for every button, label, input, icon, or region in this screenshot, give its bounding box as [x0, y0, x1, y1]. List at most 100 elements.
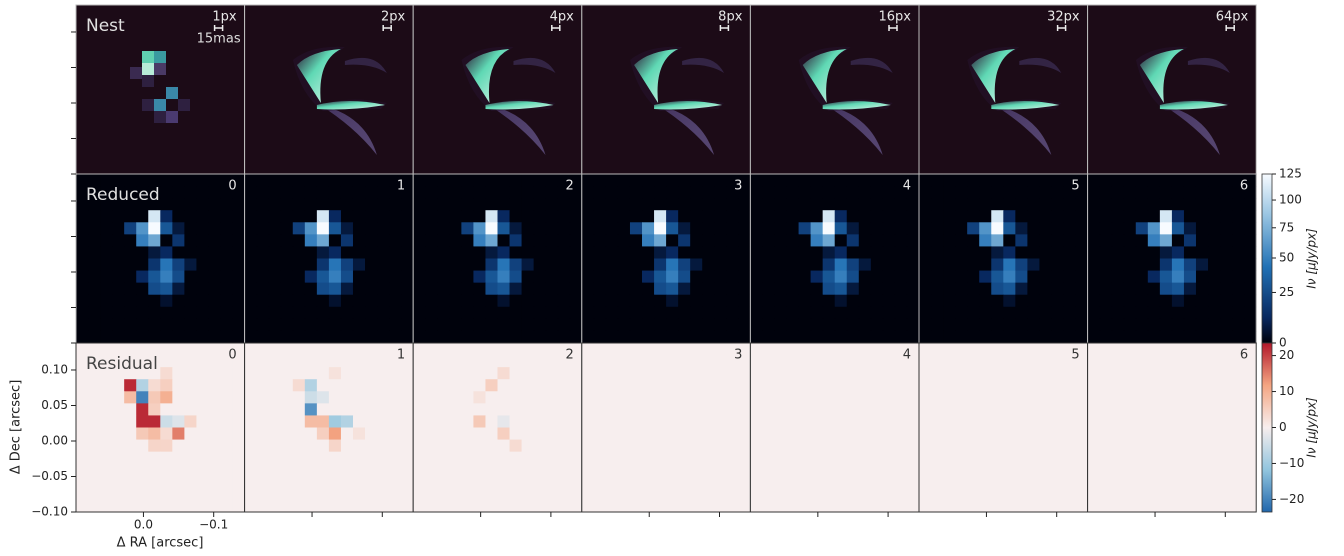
pixel	[787, 198, 799, 210]
pixel	[437, 222, 449, 234]
pixel	[208, 246, 220, 258]
pixel	[76, 246, 88, 258]
pixel	[787, 246, 799, 258]
pixel	[967, 246, 979, 258]
pixel	[425, 331, 437, 343]
pixel	[546, 343, 558, 355]
pixel	[365, 319, 377, 331]
pixel	[257, 500, 269, 512]
pixel	[389, 415, 401, 427]
pixel	[546, 222, 558, 234]
pixel	[630, 331, 642, 343]
pixel	[341, 271, 353, 283]
pixel	[413, 295, 425, 307]
pixel	[329, 295, 341, 307]
pixel	[449, 391, 461, 403]
pixel	[859, 307, 871, 319]
pixel	[558, 198, 570, 210]
pixel	[148, 391, 160, 403]
pixel	[136, 403, 148, 415]
pixel	[546, 271, 558, 283]
pixel	[365, 428, 377, 440]
pixel	[546, 440, 558, 452]
pixel	[642, 186, 654, 198]
pixel	[401, 403, 413, 415]
pixel	[281, 488, 293, 500]
pixel	[269, 391, 281, 403]
pixel	[642, 246, 654, 258]
pixel	[208, 198, 220, 210]
pixel	[510, 271, 522, 283]
pixel	[919, 210, 931, 222]
pixel	[534, 174, 546, 186]
pixel	[269, 222, 281, 234]
colorbar-label: Iν [μJy/px]	[1305, 397, 1319, 458]
pixel	[485, 355, 497, 367]
pixel	[811, 174, 823, 186]
pixel	[425, 307, 437, 319]
pixel	[895, 210, 907, 222]
pixel	[919, 295, 931, 307]
pixel	[594, 210, 606, 222]
figure: 1pxNest0Reduced0Residual15mas0.0−0.12px1…	[0, 0, 1344, 556]
pixel	[738, 271, 750, 283]
pixel	[365, 415, 377, 427]
pixel	[437, 367, 449, 379]
pixel	[437, 246, 449, 258]
pixel	[341, 283, 353, 295]
pixel	[1220, 186, 1232, 198]
pixel	[449, 174, 461, 186]
pixel	[726, 198, 738, 210]
pixel	[726, 234, 738, 246]
pixel	[257, 415, 269, 427]
pixel	[425, 343, 437, 355]
pixel	[365, 440, 377, 452]
pixel	[100, 415, 112, 427]
pixel	[919, 198, 931, 210]
pixel	[317, 234, 329, 246]
pixel	[293, 355, 305, 367]
pixel	[160, 403, 172, 415]
pixel	[437, 186, 449, 198]
pixel	[1100, 234, 1112, 246]
pixel	[473, 210, 485, 222]
pixel	[534, 464, 546, 476]
pixel	[919, 186, 931, 198]
pixel	[835, 259, 847, 271]
pixel	[1088, 246, 1100, 258]
pixel	[353, 476, 365, 488]
pixel	[341, 198, 353, 210]
pixel	[1039, 319, 1051, 331]
pixel	[618, 283, 630, 295]
pixel	[1027, 295, 1039, 307]
pixel	[1244, 283, 1256, 295]
pixel	[1136, 246, 1148, 258]
pixel	[630, 307, 642, 319]
pixel	[353, 174, 365, 186]
pixel	[172, 379, 184, 391]
pixel	[100, 379, 112, 391]
pixel	[425, 428, 437, 440]
pixel	[317, 500, 329, 512]
pixel	[606, 246, 618, 258]
pixel	[413, 222, 425, 234]
pixel	[425, 391, 437, 403]
pixel	[811, 295, 823, 307]
pixel	[148, 488, 160, 500]
pixel	[341, 259, 353, 271]
pixel	[317, 271, 329, 283]
nest-background	[1088, 5, 1257, 174]
pixel	[522, 391, 534, 403]
pixel	[341, 307, 353, 319]
pixel	[365, 307, 377, 319]
pixel	[510, 295, 522, 307]
pixel	[76, 222, 88, 234]
pixel	[148, 210, 160, 222]
pixel	[606, 198, 618, 210]
pixel	[365, 198, 377, 210]
pixel	[1051, 198, 1063, 210]
pixel	[510, 500, 522, 512]
pixel	[281, 210, 293, 222]
pixel	[196, 307, 208, 319]
pixel	[1124, 174, 1136, 186]
